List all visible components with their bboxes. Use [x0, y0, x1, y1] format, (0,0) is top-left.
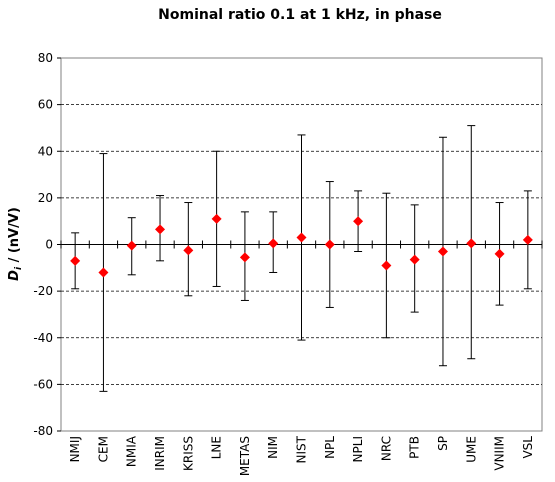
data-point [98, 267, 109, 278]
x-tick-label: NIM [266, 436, 280, 459]
x-tick-label: NPLI [351, 436, 365, 462]
x-tick-label: VSL [521, 436, 535, 459]
x-tick-label: SP [436, 436, 450, 451]
x-tick-label: METAS [238, 436, 252, 476]
data-point [239, 252, 250, 263]
x-tick-label: UME [464, 436, 478, 463]
x-tick-label: CEM [96, 436, 110, 462]
chart-title: Nominal ratio 0.1 at 1 kHz, in phase [158, 7, 442, 23]
y-tick-label: -80 [33, 424, 53, 438]
x-tick-label: PTB [408, 436, 422, 459]
y-axis-label-unit: / (nV/V) [7, 207, 22, 267]
data-point [324, 239, 335, 250]
y-axis: 80 60 40 20 0 -20 -40 -60 -80 [33, 51, 61, 438]
x-tick-label: NMIJ [68, 436, 82, 462]
data-point [466, 238, 477, 249]
y-tick-label: 40 [38, 144, 53, 158]
data-point [183, 245, 194, 256]
data-point [381, 260, 392, 271]
y-tick-label: -40 [33, 331, 53, 345]
y-tick-label: -60 [33, 377, 53, 391]
data-point [409, 254, 420, 265]
data-series [70, 125, 533, 392]
data-point [296, 232, 307, 243]
y-axis-label-subscript: i [14, 266, 24, 270]
y-tick-label: 80 [38, 51, 53, 65]
x-tick-label: VNIIM [493, 436, 507, 471]
x-tick-label: KRISS [181, 436, 195, 471]
y-axis-label-symbol: D [7, 270, 22, 281]
data-point [268, 238, 279, 249]
x-tick-label: NRC [379, 436, 393, 461]
data-point [211, 213, 222, 224]
x-tick-label: LNE [210, 436, 224, 459]
x-tick-label: INRIM [153, 436, 167, 471]
x-tick-label: NPL [323, 436, 337, 459]
y-tick-label: 0 [45, 238, 53, 252]
data-point [126, 240, 137, 251]
x-tick-label: NMIA [125, 435, 139, 467]
data-point [353, 216, 364, 227]
data-point [155, 224, 166, 235]
data-point [522, 234, 533, 245]
data-point [494, 248, 505, 259]
x-tick-label: NIST [295, 435, 309, 463]
y-tick-label: 20 [38, 191, 53, 205]
y-axis-label: Di / (nV/V) [7, 207, 24, 281]
y-tick-label: 60 [38, 98, 53, 112]
data-point [437, 246, 448, 257]
data-point [70, 255, 81, 266]
y-tick-label: -20 [33, 284, 53, 298]
